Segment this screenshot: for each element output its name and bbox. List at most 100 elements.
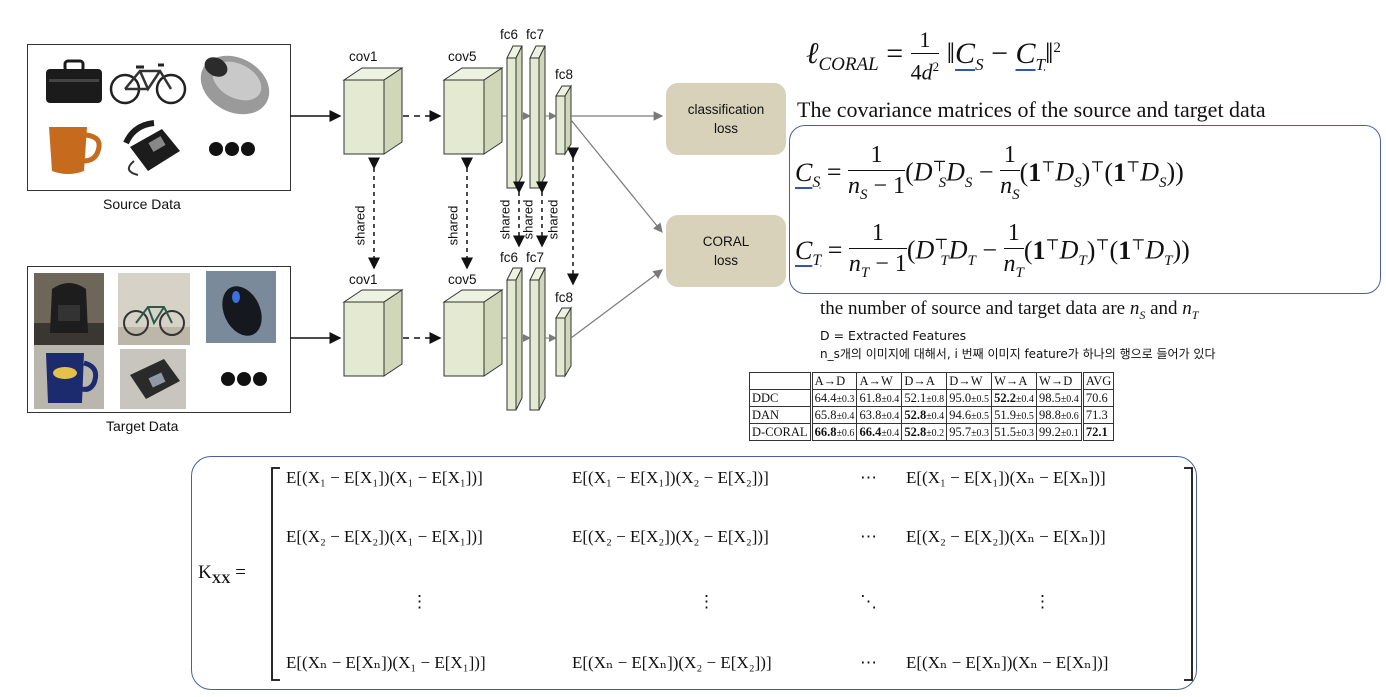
result-std: ±0.6 bbox=[1060, 410, 1079, 422]
shared-weight-links bbox=[368, 147, 579, 286]
result-value: 98.8 bbox=[1038, 407, 1061, 422]
fc8-to-coral-arrow-bottom bbox=[570, 269, 663, 339]
classification-loss-box: classification loss bbox=[666, 83, 786, 155]
result-value: 61.8 bbox=[859, 390, 882, 405]
target-fc6-layer bbox=[506, 267, 523, 411]
column-header: W→D bbox=[1035, 372, 1084, 390]
column-header: D→A bbox=[901, 372, 948, 390]
matrix-entry: ⋮ bbox=[698, 592, 715, 611]
covariance-caption: The covariance matrices of the source an… bbox=[797, 97, 1266, 122]
result-cell: 71.3 bbox=[1081, 406, 1115, 424]
mug-photo bbox=[34, 345, 104, 409]
result-value: 72.1 bbox=[1085, 424, 1108, 439]
result-value: 52.8 bbox=[904, 424, 927, 439]
coral-loss-line1: CORAL bbox=[702, 234, 750, 249]
result-value: 95.7 bbox=[949, 424, 972, 439]
result-value: 64.4 bbox=[814, 390, 837, 405]
table-row: D-CORAL 66.8±0.6 66.4±0.4 52.8±0.2 95.7±0.3 5… bbox=[749, 423, 1115, 441]
column-header: AVG bbox=[1081, 372, 1115, 390]
bicycle-icon bbox=[118, 306, 190, 345]
phone-icon bbox=[123, 120, 180, 176]
method-name-cell: D-CORAL bbox=[749, 423, 813, 441]
coral-loss-formula: ℓCORAL = 1 4d2 ‖CS − CT‖2 bbox=[806, 26, 1061, 85]
shared-label-fc8: shared bbox=[545, 199, 561, 240]
result-cell: 72.1 bbox=[1081, 423, 1115, 441]
mouse-photo bbox=[206, 271, 276, 343]
column-header: W→A bbox=[991, 372, 1037, 390]
coral-loss-line2: loss bbox=[713, 253, 738, 268]
result-std: ±0.3 bbox=[1015, 427, 1034, 439]
table-row: DDC 64.4±0.3 61.8±0.4 52.1±0.8 95.0±0.5 52.2±… bbox=[749, 389, 1115, 407]
source-fc8-layer bbox=[555, 84, 572, 156]
source-fc6-layer bbox=[506, 45, 523, 189]
coral-loss-box: CORAL loss bbox=[666, 215, 786, 287]
matrix-entry: E[(Xₙ − E[Xₙ])(Xₙ − E[Xₙ])] bbox=[906, 653, 1109, 672]
source-cov1-layer bbox=[342, 67, 404, 155]
network-diagram bbox=[290, 45, 664, 411]
bicycle-icon bbox=[109, 63, 187, 105]
result-std: ±0.2 bbox=[926, 427, 945, 439]
counts-caption: the number of source and target data are… bbox=[820, 298, 1199, 322]
result-value: 52.2 bbox=[994, 390, 1016, 405]
matrix-lhs: KXX = bbox=[198, 562, 246, 586]
matrix-entry: E[(X₂ − E[X₂])(X₂ − E[X₂])] bbox=[572, 527, 769, 546]
result-cell: 98.5±0.4 bbox=[1035, 389, 1084, 407]
source-fc7-label: fc7 bbox=[526, 27, 545, 42]
result-cell: 52.8±0.2 bbox=[901, 423, 948, 441]
shared-label-cov5: shared bbox=[445, 205, 461, 246]
phone-icon bbox=[130, 359, 180, 399]
counts-caption-prefix: the number of source and target data are bbox=[820, 298, 1126, 319]
method-name-cell: DAN bbox=[749, 406, 813, 424]
result-std: ±0.5 bbox=[971, 393, 990, 405]
results-table-header: A→D A→W D→A D→W W→A W→D AVG bbox=[749, 372, 1115, 390]
source-covariance-formula: CS = 1 nS − 1 (D⊤SDS − 1 nS (1⊤DS)⊤(1⊤DS… bbox=[795, 141, 1184, 203]
matrix-entry: ⋱ bbox=[860, 592, 877, 611]
column-header: D→W bbox=[946, 372, 993, 390]
mug-icon bbox=[49, 127, 102, 174]
phone-photo bbox=[120, 349, 186, 409]
matrix-entry: E[(X₁ − E[X₁])(X₁ − E[X₁])] bbox=[286, 468, 483, 487]
result-value: 63.8 bbox=[859, 407, 882, 422]
matrix-entry: E[(Xₙ − E[Xₙ])(X₂ − E[X₂])] bbox=[572, 653, 772, 672]
result-value: 65.8 bbox=[814, 407, 837, 422]
mug-icon bbox=[46, 353, 99, 403]
computer-mouse-icon bbox=[222, 286, 262, 336]
covariance-matrix-box bbox=[191, 456, 1197, 690]
target-cov1-layer bbox=[342, 289, 404, 377]
result-value: 52.8 bbox=[904, 407, 927, 422]
bicycle-photo bbox=[118, 273, 190, 345]
result-value: 95.0 bbox=[949, 390, 972, 405]
column-header bbox=[749, 372, 813, 390]
result-std: ±0.4 bbox=[926, 410, 945, 422]
matrix-entry: E[(X₂ − E[X₂])(X₁ − E[X₁])] bbox=[286, 527, 483, 546]
backpack-icon bbox=[34, 283, 104, 345]
result-cell: 99.2±0.1 bbox=[1035, 423, 1084, 441]
result-cell: 52.2±0.4 bbox=[991, 389, 1037, 407]
result-cell: 51.5±0.3 bbox=[991, 423, 1037, 441]
result-cell: 52.8±0.4 bbox=[901, 406, 948, 424]
classification-loss-line1: classification bbox=[687, 102, 765, 117]
result-cell: 95.0±0.5 bbox=[946, 389, 993, 407]
result-std: ±0.1 bbox=[1060, 427, 1079, 439]
shared-label-cov1: shared bbox=[352, 205, 368, 246]
result-cell: 64.4±0.3 bbox=[810, 389, 858, 407]
source-data-panel bbox=[27, 44, 291, 191]
target-fc6-label: fc6 bbox=[500, 250, 519, 265]
backpack-photo bbox=[34, 273, 104, 345]
classification-loss-line2: loss bbox=[713, 121, 738, 136]
result-value: 66.8 bbox=[814, 424, 837, 439]
result-std: ±0.4 bbox=[836, 410, 855, 422]
more-items-icon bbox=[209, 142, 255, 156]
source-fc8-label: fc8 bbox=[555, 67, 574, 82]
result-cell: 70.6 bbox=[1081, 389, 1115, 407]
source-cov5-layer bbox=[442, 67, 504, 155]
matrix-entry: E[(Xₙ − E[Xₙ])(X₁ − E[X₁])] bbox=[286, 653, 486, 672]
matrix-entry: ⋮ bbox=[411, 592, 428, 611]
target-data-panel bbox=[27, 266, 291, 413]
result-value: 52.1 bbox=[904, 390, 927, 405]
more-items-icon bbox=[221, 372, 267, 386]
target-fc8-layer bbox=[555, 306, 572, 378]
result-value: 51.5 bbox=[994, 424, 1016, 439]
source-fc6-label: fc6 bbox=[500, 27, 519, 42]
result-value: 94.6 bbox=[949, 407, 972, 422]
